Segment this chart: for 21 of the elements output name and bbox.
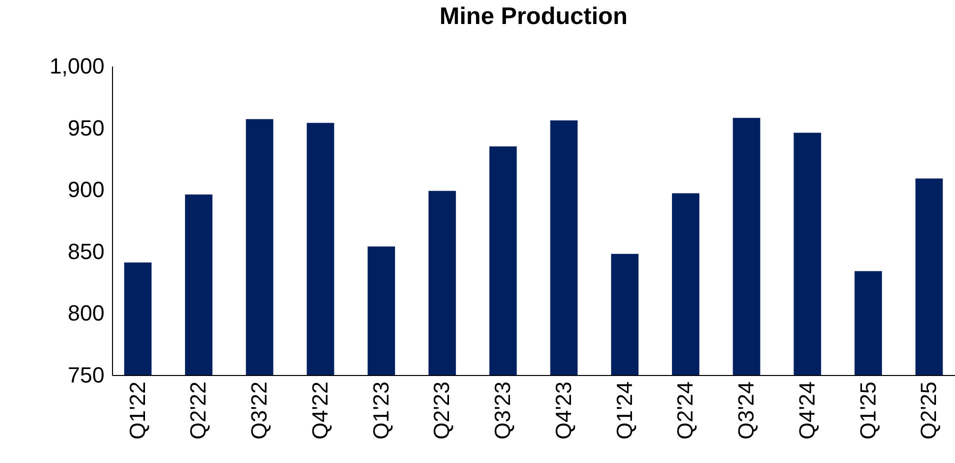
x-tick-label: Q3'24 bbox=[734, 382, 759, 440]
x-tick-label: Q2'23 bbox=[429, 382, 454, 440]
y-tick-label: 1,000 bbox=[49, 54, 104, 78]
x-tick-label: Q1'23 bbox=[368, 382, 394, 440]
y-tick-label: 950 bbox=[68, 115, 104, 140]
x-tick-label: Q4'23 bbox=[550, 382, 576, 440]
x-tick-label: Q2'25 bbox=[916, 382, 942, 440]
y-tick-label: 850 bbox=[68, 238, 104, 264]
x-tick-label: Q4'22 bbox=[307, 382, 332, 440]
x-tick-label: Q2'24 bbox=[672, 382, 698, 440]
y-tick-label: 750 bbox=[68, 362, 104, 388]
x-tick-label: Q1'25 bbox=[855, 382, 880, 440]
y-tick-label: 900 bbox=[68, 177, 104, 202]
y-tick-label: 800 bbox=[68, 300, 104, 326]
x-tick-label: Q4'24 bbox=[794, 382, 820, 440]
x-tick-label: Q1'22 bbox=[124, 382, 150, 440]
x-tick-label: Q1'24 bbox=[612, 382, 637, 440]
x-tick-label: Q3'22 bbox=[246, 382, 272, 440]
x-tick-label: Q2'22 bbox=[186, 382, 211, 440]
x-tick-label: Q3'23 bbox=[490, 382, 516, 440]
chart-title: Mine Production bbox=[440, 3, 628, 30]
